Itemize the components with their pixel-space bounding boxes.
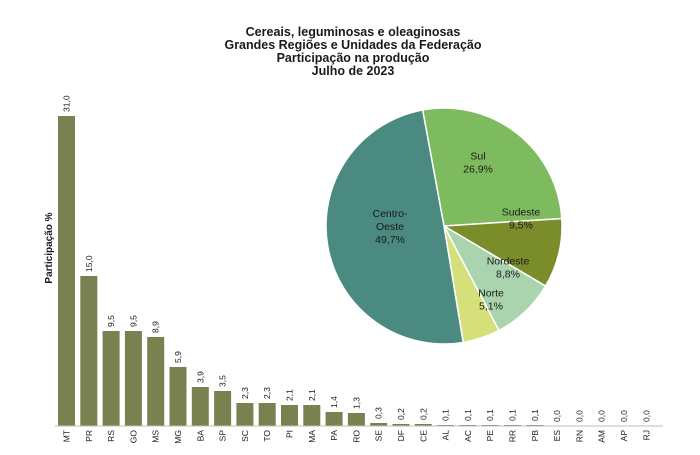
bar — [258, 403, 276, 426]
category-label: MS — [151, 430, 161, 443]
category-label: SP — [218, 430, 228, 442]
category-label: PB — [530, 430, 540, 442]
pie-chart: Sul 26,9% Sudeste 9,5% Nordeste 8,8% Norte 5,1%… — [325, 107, 563, 345]
bar — [58, 116, 75, 426]
bar — [214, 391, 232, 426]
bar-value-label: 5,9 — [173, 351, 183, 363]
bar-value-label: 0,1 — [441, 409, 451, 421]
bar — [169, 367, 187, 426]
pie-slice-label: Centro-Oeste 49,7% — [372, 208, 408, 246]
bar — [347, 413, 365, 426]
category-label: AL — [441, 430, 451, 441]
bar-value-label: 3,5 — [218, 375, 228, 387]
bar-value-label: 0,0 — [619, 410, 629, 422]
category-label: RO — [351, 430, 361, 443]
bar — [102, 331, 120, 426]
chart-title-line: Grandes Regiões e Unidades da Federação — [224, 38, 481, 52]
category-label: RR — [508, 430, 518, 442]
bar-value-label: 0,0 — [574, 410, 584, 422]
category-label: PR — [84, 430, 94, 442]
category-label: AP — [619, 430, 629, 442]
bar-value-label: 0,3 — [374, 407, 384, 419]
category-label: RS — [106, 430, 116, 442]
category-label: TO — [262, 430, 272, 442]
bar — [124, 331, 142, 426]
bar — [191, 387, 209, 426]
bar-value-label: 0,0 — [641, 410, 651, 422]
category-label: BA — [195, 430, 205, 442]
category-label: CE — [418, 430, 428, 442]
pie-slice — [421, 107, 563, 227]
category-label: PI — [285, 430, 295, 438]
bar-value-label: 0,1 — [508, 409, 518, 421]
bar — [392, 424, 410, 426]
bar — [80, 276, 98, 426]
category-label: RN — [574, 430, 584, 442]
bar-value-label: 0,2 — [396, 408, 406, 420]
category-label: GO — [128, 430, 138, 444]
bar-value-label: 3,9 — [195, 371, 205, 383]
bar-value-label: 9,5 — [128, 315, 138, 327]
bar — [325, 412, 343, 426]
bar-value-label: 1,3 — [351, 397, 361, 409]
bar — [281, 405, 298, 426]
category-label: MA — [307, 430, 317, 443]
pie-slice-label: Norte 5,1% — [478, 288, 504, 313]
bar-value-label: 1,4 — [329, 396, 339, 408]
category-label: PA — [329, 430, 339, 441]
bar-value-label: 8,9 — [151, 321, 161, 333]
category-label: DF — [396, 430, 406, 441]
bar-value-label: 0,1 — [463, 409, 473, 421]
bar-value-label: 2,1 — [285, 389, 295, 401]
bar-value-label: 2,3 — [262, 387, 272, 399]
bar-value-label: 15,0 — [84, 255, 94, 272]
bar-value-label: 0,1 — [485, 409, 495, 421]
chart-title: Cereais, leguminosas e oleaginosasGrande… — [224, 25, 481, 78]
y-axis-label: Participação % — [44, 212, 55, 283]
category-label: RJ — [641, 430, 651, 440]
bar-value-label: 2,3 — [240, 387, 250, 399]
pie-slice-label: Sudeste 9,5% — [502, 207, 541, 232]
pie-slice — [325, 109, 465, 345]
bar-value-label: 0,2 — [418, 408, 428, 420]
category-label: SE — [374, 430, 384, 442]
category-label: ES — [552, 430, 562, 442]
chart-title-line: Participação na produção — [277, 51, 430, 65]
pie-slice-label: Sul 26,9% — [463, 151, 493, 176]
bar-value-label: 0,1 — [530, 409, 540, 421]
category-label: SC — [240, 430, 250, 442]
bar — [236, 403, 254, 426]
bar — [414, 424, 432, 426]
category-label: MT — [62, 430, 72, 442]
chart-title-line: Cereais, leguminosas e oleaginosas — [246, 25, 461, 39]
bar-value-label: 0,0 — [552, 410, 562, 422]
chart-title-line: Julho de 2023 — [312, 64, 395, 78]
bar-series: 31,0 MT 15,0 PR 9,5 RS 9,5 GO 8,9 MS 5,9 MG 3,9 BA 3,5… — [58, 95, 651, 444]
category-label: AC — [463, 430, 473, 442]
category-label: PE — [485, 430, 495, 442]
bar-value-label: 0,0 — [597, 410, 607, 422]
bar — [303, 405, 321, 426]
bar — [147, 337, 165, 426]
pie-slice-label: Nordeste 8,8% — [487, 256, 530, 281]
bar-value-label: 9,5 — [106, 315, 116, 327]
bar — [370, 423, 388, 426]
bar-value-label: 31,0 — [62, 95, 72, 112]
bar-value-label: 2,1 — [307, 389, 317, 401]
category-label: MG — [173, 430, 183, 444]
category-label: AM — [597, 430, 607, 443]
